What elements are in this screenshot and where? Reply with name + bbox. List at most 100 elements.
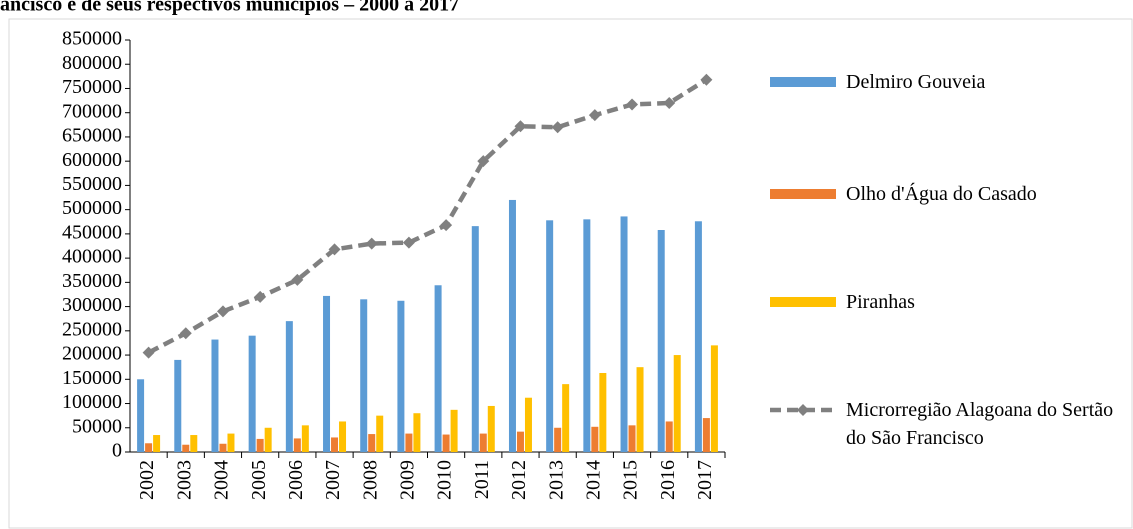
bar <box>219 443 227 452</box>
bar <box>182 444 190 452</box>
line-marker <box>514 120 527 133</box>
line-marker <box>291 273 304 286</box>
bar <box>339 421 347 452</box>
line-marker <box>588 109 601 122</box>
legend-item: Olho d'Água do Casado <box>770 180 1114 208</box>
bar <box>710 345 718 452</box>
chart-frame <box>8 18 1133 529</box>
legend-swatch <box>770 77 836 87</box>
line-marker <box>626 98 639 111</box>
y-tick-label: 350000 <box>62 270 122 292</box>
x-tick-label: 2006 <box>285 460 307 500</box>
bar <box>583 219 591 452</box>
x-tick-label: 2013 <box>545 460 567 500</box>
x-tick-label: 2017 <box>694 460 716 500</box>
bar <box>137 379 145 452</box>
line-marker <box>142 346 155 359</box>
y-tick-label: 550000 <box>62 173 122 195</box>
y-tick-label: 850000 <box>62 28 122 50</box>
bar <box>554 427 562 452</box>
bar <box>524 397 532 452</box>
line-marker <box>477 155 490 168</box>
bar <box>301 425 309 452</box>
bar <box>657 230 665 452</box>
x-tick-label: 2009 <box>397 460 419 500</box>
bar <box>323 295 331 452</box>
bar <box>508 199 516 452</box>
y-tick-label: 200000 <box>62 343 122 365</box>
x-tick-label: 2003 <box>173 460 195 500</box>
bar <box>293 438 301 452</box>
x-tick-label: 2014 <box>582 460 604 500</box>
bar <box>702 418 710 452</box>
legend-swatch <box>770 404 836 416</box>
legend-item: Delmiro Gouveia <box>770 68 1114 96</box>
bar <box>442 434 450 452</box>
legend-label: Olho d'Água do Casado <box>846 183 1037 205</box>
bar <box>397 300 405 452</box>
x-tick-label: 2010 <box>434 460 456 500</box>
bar <box>405 433 413 452</box>
bar <box>227 433 235 452</box>
x-tick-label: 2005 <box>248 460 270 500</box>
bar <box>264 427 272 452</box>
bar <box>376 415 384 452</box>
legend-label: Piranhas <box>846 291 915 313</box>
y-tick-label: 700000 <box>62 100 122 122</box>
line-marker <box>365 237 378 250</box>
legend-label: Delmiro Gouveia <box>846 71 986 93</box>
bar <box>665 421 673 452</box>
bar <box>546 220 554 452</box>
bar <box>620 216 628 452</box>
legend-item: Microrregião Alagoana do Sertão do São F… <box>770 396 1114 452</box>
y-tick-label: 450000 <box>62 221 122 243</box>
line-marker <box>663 97 676 110</box>
bar <box>450 409 458 452</box>
y-tick-label: 500000 <box>62 197 122 219</box>
bar <box>479 433 487 452</box>
legend-label: Microrregião Alagoana do Sertão do São F… <box>846 399 1114 449</box>
line-marker <box>328 243 341 256</box>
y-tick-label: 250000 <box>62 318 122 340</box>
bar <box>694 221 702 452</box>
bar <box>516 431 524 452</box>
bar <box>360 299 368 452</box>
y-tick-label: 650000 <box>62 125 122 147</box>
bar <box>153 435 161 452</box>
line-marker <box>254 290 267 303</box>
bar <box>174 359 182 452</box>
bar <box>211 339 219 452</box>
bar <box>368 434 376 452</box>
line <box>147 77 708 355</box>
bar <box>471 226 479 452</box>
y-tick-label: 400000 <box>62 246 122 268</box>
bar <box>487 405 495 452</box>
y-tick-label: 0 <box>112 440 122 462</box>
y-tick-label: 100000 <box>62 391 122 413</box>
bar <box>145 443 153 452</box>
x-tick-label: 2008 <box>359 460 381 500</box>
y-tick-label: 600000 <box>62 149 122 171</box>
bar <box>413 413 421 452</box>
x-tick-label: 2012 <box>508 460 530 500</box>
bar <box>331 437 339 452</box>
bar <box>599 372 607 452</box>
x-tick-label: 2016 <box>657 460 679 500</box>
legend-swatch <box>770 297 836 307</box>
chart-title: ancisco e de seus respectivos municípios… <box>0 0 459 16</box>
y-tick-label: 800000 <box>62 52 122 74</box>
line-marker <box>179 327 192 340</box>
y-tick-label: 150000 <box>62 367 122 389</box>
legend-swatch <box>770 189 836 199</box>
bar <box>248 335 256 452</box>
x-tick-label: 2002 <box>136 460 158 500</box>
y-tick-label: 750000 <box>62 76 122 98</box>
bar <box>628 425 636 452</box>
x-tick-label: 2011 <box>471 460 493 499</box>
bar <box>285 321 293 452</box>
x-tick-label: 2015 <box>620 460 642 500</box>
x-tick-label: 2007 <box>322 460 344 500</box>
line-marker <box>440 219 453 232</box>
